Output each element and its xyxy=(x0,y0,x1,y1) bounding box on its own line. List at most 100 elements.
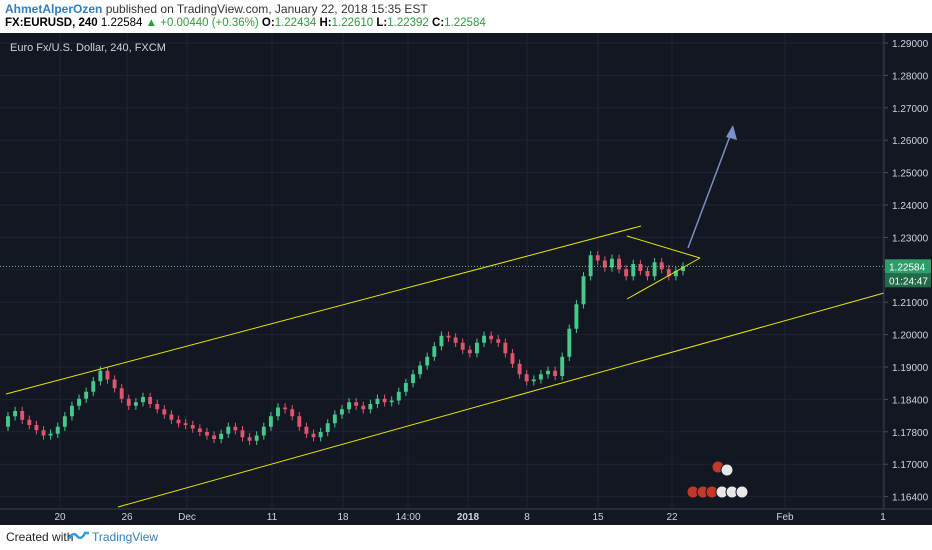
candle-body xyxy=(126,398,131,406)
candle-body xyxy=(609,258,614,268)
candle-body xyxy=(311,433,316,438)
countdown-tag xyxy=(885,273,931,288)
candle-body xyxy=(176,419,181,424)
high-label: H: xyxy=(319,17,332,29)
candle-body xyxy=(325,423,330,432)
candle-body xyxy=(418,365,423,375)
close-value: 1.22584 xyxy=(444,17,486,29)
candle-body xyxy=(453,337,458,343)
candle-body xyxy=(133,402,138,406)
candle-body xyxy=(112,379,117,389)
candle-body xyxy=(581,276,586,305)
candle-body xyxy=(197,428,202,432)
price-tick-label: 1.25000 xyxy=(892,169,929,180)
price-tick-label: 1.17000 xyxy=(892,460,929,471)
candle-body xyxy=(34,425,39,431)
price-change: ▲ +0.00440 (+0.36%) xyxy=(145,17,259,29)
candle-body xyxy=(496,339,501,343)
candle-body xyxy=(375,398,380,404)
last-price-tag xyxy=(885,259,931,274)
author-link[interactable]: AhmetAlperOzen xyxy=(5,2,103,16)
candle-body xyxy=(425,356,430,366)
candles xyxy=(6,251,685,445)
candle-body xyxy=(304,426,309,434)
candle-body xyxy=(652,262,657,277)
candle-body xyxy=(233,426,238,431)
candle-body xyxy=(432,346,437,357)
price-chart[interactable]: Euro Fx/U.S. Dollar, 240, FXCM 1.290001.… xyxy=(0,33,932,525)
candle-body xyxy=(105,370,110,380)
candle-body xyxy=(98,370,103,382)
time-tick-label: 11 xyxy=(267,512,278,523)
tradingview-brand[interactable]: TradingView xyxy=(92,530,159,544)
candle-body xyxy=(55,426,60,434)
price-tick-label: 1.16400 xyxy=(892,493,929,504)
candle-body xyxy=(183,423,188,425)
candle-body xyxy=(411,374,415,383)
candle-body xyxy=(48,433,53,436)
candle-body xyxy=(339,409,344,415)
price-tick-label: 1.18400 xyxy=(892,395,929,406)
time-tick-label: Dec xyxy=(178,512,196,523)
open-value: 1.22434 xyxy=(274,17,317,29)
candle-body xyxy=(531,379,536,382)
price-tick-label: 1.24000 xyxy=(892,201,929,212)
candle-body xyxy=(474,342,479,354)
price-tick-label: 1.21000 xyxy=(892,298,929,309)
candle-body xyxy=(219,433,224,439)
candle-body xyxy=(148,397,153,404)
time-tick-label: Feb xyxy=(776,512,794,523)
candle-body xyxy=(368,404,373,410)
candle-body xyxy=(190,425,195,429)
last-price: 1.22584 xyxy=(100,17,143,29)
candle-body xyxy=(347,402,352,410)
candle-body xyxy=(283,407,288,410)
candle-body xyxy=(396,391,401,401)
event-marker[interactable] xyxy=(720,463,734,477)
candle-body xyxy=(354,402,359,406)
time-tick-label: 8 xyxy=(524,512,530,523)
candle-body xyxy=(503,342,508,354)
candle-body xyxy=(204,432,209,436)
candle-body xyxy=(162,409,167,415)
time-tick-label: 15 xyxy=(592,512,604,523)
candle-body xyxy=(467,349,472,354)
price-tick-label: 1.28000 xyxy=(892,71,929,82)
created-with-text: Created with xyxy=(6,530,74,544)
event-marker[interactable] xyxy=(735,485,749,499)
time-tick-label: 20 xyxy=(54,512,66,523)
candle-body xyxy=(13,411,18,417)
candle-body xyxy=(602,260,607,268)
candle-body xyxy=(155,404,160,410)
candle-body xyxy=(27,419,32,425)
time-tick-label: 18 xyxy=(337,512,349,523)
chart-area[interactable]: Euro Fx/U.S. Dollar, 240, FXCM 1.29000 1.… xyxy=(0,33,932,525)
candle-body xyxy=(41,430,46,436)
candle-body xyxy=(389,400,394,403)
candle-body xyxy=(20,411,25,420)
target-arrow-line xyxy=(687,127,734,249)
publish-line: AhmetAlperOzen published on TradingView.… xyxy=(5,2,428,16)
candle-body xyxy=(631,264,636,277)
candle-body xyxy=(268,416,273,427)
candle-body xyxy=(524,374,529,382)
candle-body xyxy=(588,255,593,277)
candle-body xyxy=(276,407,280,417)
candle-body xyxy=(69,405,74,417)
candle-body xyxy=(212,435,217,439)
time-tick-label: 26 xyxy=(121,512,133,523)
candle-body xyxy=(510,353,515,364)
time-axis[interactable]: 20 26 Dec 11 18 14:00 2018 8 15 22 Feb 1 xyxy=(0,508,932,523)
candle-body xyxy=(681,266,685,271)
open-label: O: xyxy=(261,17,275,29)
event-markers[interactable] xyxy=(686,460,749,499)
time-tick-label: 14:00 xyxy=(395,512,420,523)
candle-body xyxy=(638,264,643,271)
chart-title: Euro Fx/U.S. Dollar, 240, FXCM xyxy=(10,42,166,54)
candle-body xyxy=(332,414,337,424)
price-axis[interactable]: 1.29000 1.28000 1.27000 1.26000 1.25000 1.240… xyxy=(0,33,932,525)
candle-body xyxy=(318,432,323,438)
candle-body xyxy=(119,388,124,399)
drawings[interactable] xyxy=(5,125,885,508)
price-tick-label: 1.29000 xyxy=(892,39,929,50)
